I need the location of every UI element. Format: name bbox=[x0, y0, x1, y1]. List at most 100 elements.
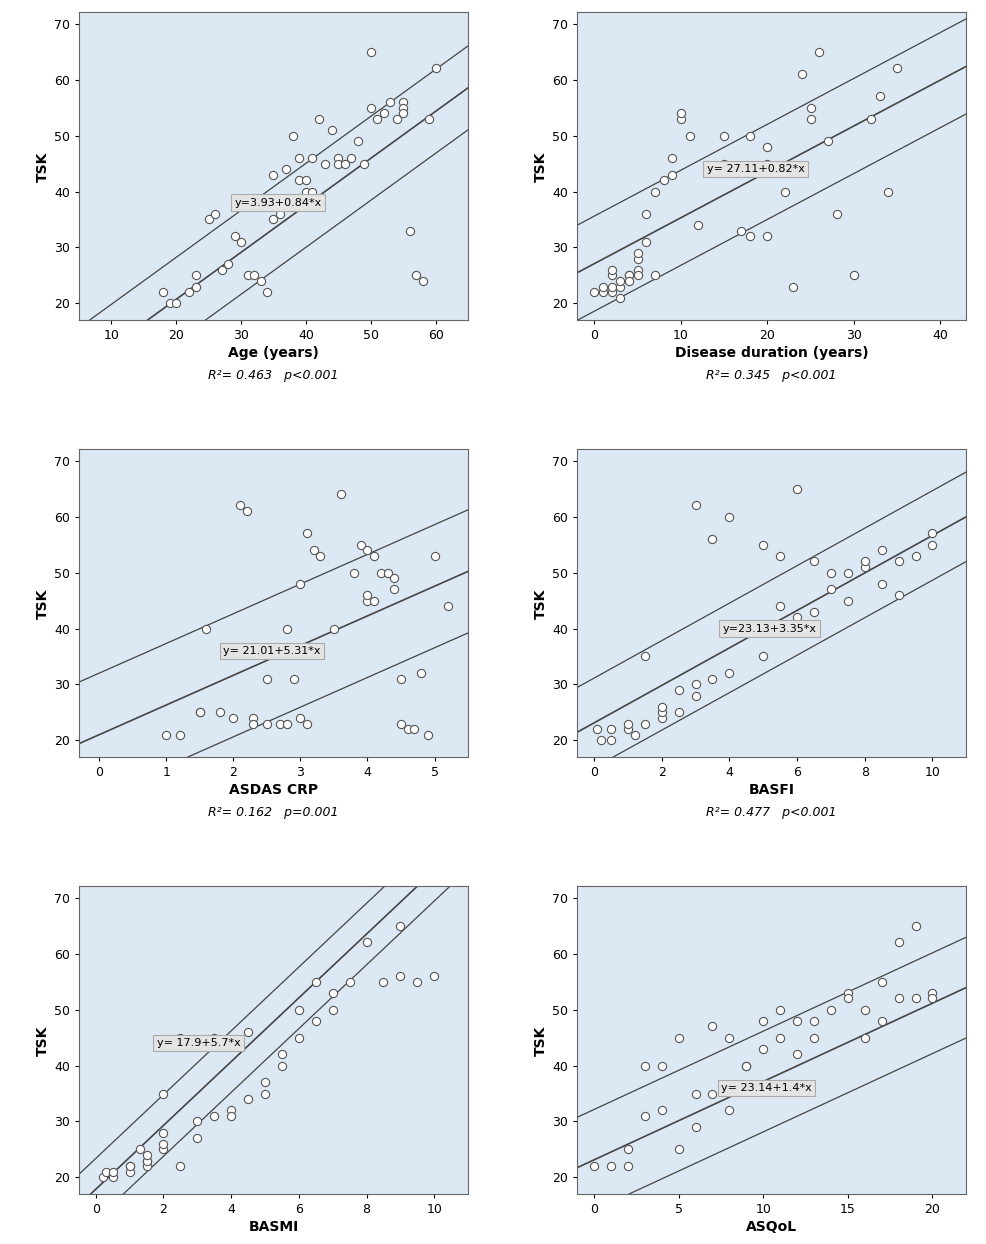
Point bbox=[880, 182, 896, 202]
Point bbox=[803, 108, 818, 128]
Point bbox=[621, 265, 637, 285]
Point bbox=[324, 983, 340, 1003]
Point bbox=[409, 972, 425, 991]
Point bbox=[241, 1090, 256, 1110]
Point bbox=[402, 220, 418, 240]
Point bbox=[665, 164, 680, 184]
Point bbox=[308, 1011, 323, 1031]
Point bbox=[105, 1162, 120, 1182]
Point bbox=[759, 226, 775, 246]
Point bbox=[187, 276, 203, 296]
Point bbox=[638, 231, 654, 251]
Point bbox=[755, 647, 771, 667]
Point bbox=[387, 580, 402, 600]
Point bbox=[387, 569, 402, 588]
Point bbox=[257, 1084, 273, 1103]
Point bbox=[172, 725, 187, 745]
Point bbox=[823, 580, 839, 600]
Point bbox=[337, 153, 353, 173]
Point bbox=[272, 714, 288, 734]
Point bbox=[673, 108, 689, 128]
Point bbox=[908, 546, 924, 566]
Point bbox=[98, 1162, 113, 1182]
Point bbox=[298, 170, 314, 190]
Point bbox=[259, 669, 275, 689]
Point bbox=[241, 1023, 256, 1042]
X-axis label: ASQoL: ASQoL bbox=[746, 1220, 798, 1234]
Point bbox=[665, 148, 680, 168]
Point bbox=[363, 97, 379, 117]
Point bbox=[840, 983, 856, 1003]
Point bbox=[820, 131, 836, 151]
Point bbox=[169, 294, 184, 313]
Point bbox=[777, 182, 793, 202]
Point bbox=[722, 506, 738, 526]
Point bbox=[285, 126, 301, 146]
Point bbox=[807, 1028, 822, 1047]
Point bbox=[772, 1028, 788, 1047]
Point bbox=[305, 148, 320, 168]
Point bbox=[373, 562, 388, 582]
Point bbox=[286, 669, 302, 689]
Point bbox=[212, 703, 228, 723]
Point bbox=[198, 618, 214, 638]
Point bbox=[239, 501, 254, 521]
Point bbox=[807, 551, 822, 571]
X-axis label: BASFI: BASFI bbox=[748, 784, 795, 797]
Point bbox=[596, 276, 611, 296]
Point bbox=[324, 1000, 340, 1020]
Y-axis label: TSK: TSK bbox=[35, 151, 49, 182]
Point bbox=[587, 282, 602, 302]
Point bbox=[353, 535, 369, 555]
Point bbox=[156, 1135, 172, 1154]
Point bbox=[670, 703, 686, 723]
Point bbox=[803, 97, 818, 117]
Point bbox=[308, 972, 323, 991]
Point bbox=[232, 495, 247, 515]
Point bbox=[864, 108, 880, 128]
Point bbox=[311, 108, 326, 128]
Point bbox=[324, 119, 340, 139]
Point bbox=[428, 58, 444, 78]
Point bbox=[890, 989, 906, 1009]
Point bbox=[739, 1056, 754, 1076]
Point bbox=[363, 41, 379, 61]
Point bbox=[139, 1151, 155, 1171]
Point bbox=[823, 562, 839, 582]
Point bbox=[272, 204, 288, 224]
Point bbox=[395, 92, 411, 112]
Point bbox=[621, 271, 637, 291]
Point bbox=[139, 1146, 155, 1166]
Point bbox=[187, 265, 203, 285]
Point bbox=[908, 989, 924, 1009]
Point bbox=[603, 282, 619, 302]
Point bbox=[292, 148, 308, 168]
Point bbox=[279, 159, 295, 179]
Point bbox=[233, 231, 248, 251]
Point bbox=[846, 265, 862, 285]
Point bbox=[716, 126, 732, 146]
Point bbox=[612, 276, 628, 296]
Point bbox=[889, 58, 905, 78]
Point bbox=[265, 164, 281, 184]
Point bbox=[274, 1045, 290, 1065]
Point bbox=[366, 591, 382, 611]
Point bbox=[420, 725, 436, 745]
Point bbox=[620, 714, 636, 734]
Y-axis label: TSK: TSK bbox=[533, 151, 548, 182]
Point bbox=[687, 674, 703, 694]
Point bbox=[406, 719, 422, 739]
Point bbox=[637, 1106, 653, 1126]
Point bbox=[759, 137, 775, 157]
Y-axis label: TSK: TSK bbox=[533, 1025, 548, 1056]
Text: y=3.93+0.84*x: y=3.93+0.84*x bbox=[235, 198, 321, 208]
Point bbox=[279, 714, 295, 734]
Point bbox=[612, 287, 628, 307]
Point bbox=[590, 719, 605, 739]
Point bbox=[874, 972, 889, 991]
Point bbox=[705, 669, 721, 689]
Point bbox=[342, 972, 358, 991]
Point bbox=[630, 265, 646, 285]
Point bbox=[393, 714, 409, 734]
Point bbox=[132, 1140, 148, 1159]
